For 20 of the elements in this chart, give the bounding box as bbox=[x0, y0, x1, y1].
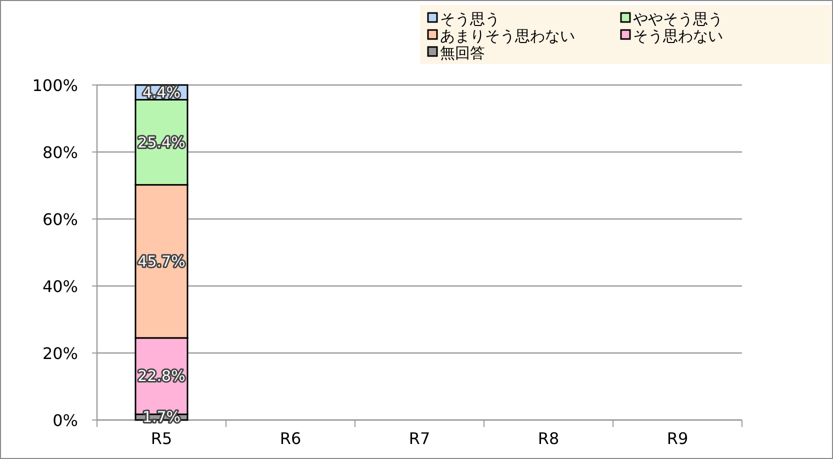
y-tick-label: 80% bbox=[42, 143, 78, 162]
x-tick-label: R9 bbox=[666, 429, 688, 448]
x-tick-label: R8 bbox=[538, 429, 560, 448]
data-label: 25.4% bbox=[138, 133, 186, 152]
legend-label: そう思わない bbox=[633, 27, 723, 45]
data-label: 45.7% bbox=[138, 252, 186, 270]
legend-label: 無回答 bbox=[440, 44, 485, 62]
x-tick-label: R5 bbox=[150, 429, 172, 448]
x-tick-label: R7 bbox=[408, 429, 430, 448]
y-tick-label: 20% bbox=[42, 344, 78, 363]
y-tick-label: 100% bbox=[32, 76, 78, 95]
legend-label: そう思う bbox=[440, 10, 500, 28]
data-label: 4.4% bbox=[142, 83, 181, 102]
y-tick-label: 60% bbox=[42, 210, 78, 229]
x-tick-label: R6 bbox=[280, 429, 302, 448]
legend-label: あまりそう思わない bbox=[440, 27, 575, 45]
y-tick-label: 0% bbox=[52, 411, 78, 430]
y-tick-label: 40% bbox=[42, 277, 78, 296]
data-label: 22.8% bbox=[138, 367, 186, 386]
legend-label: ややそう思う bbox=[633, 10, 723, 28]
